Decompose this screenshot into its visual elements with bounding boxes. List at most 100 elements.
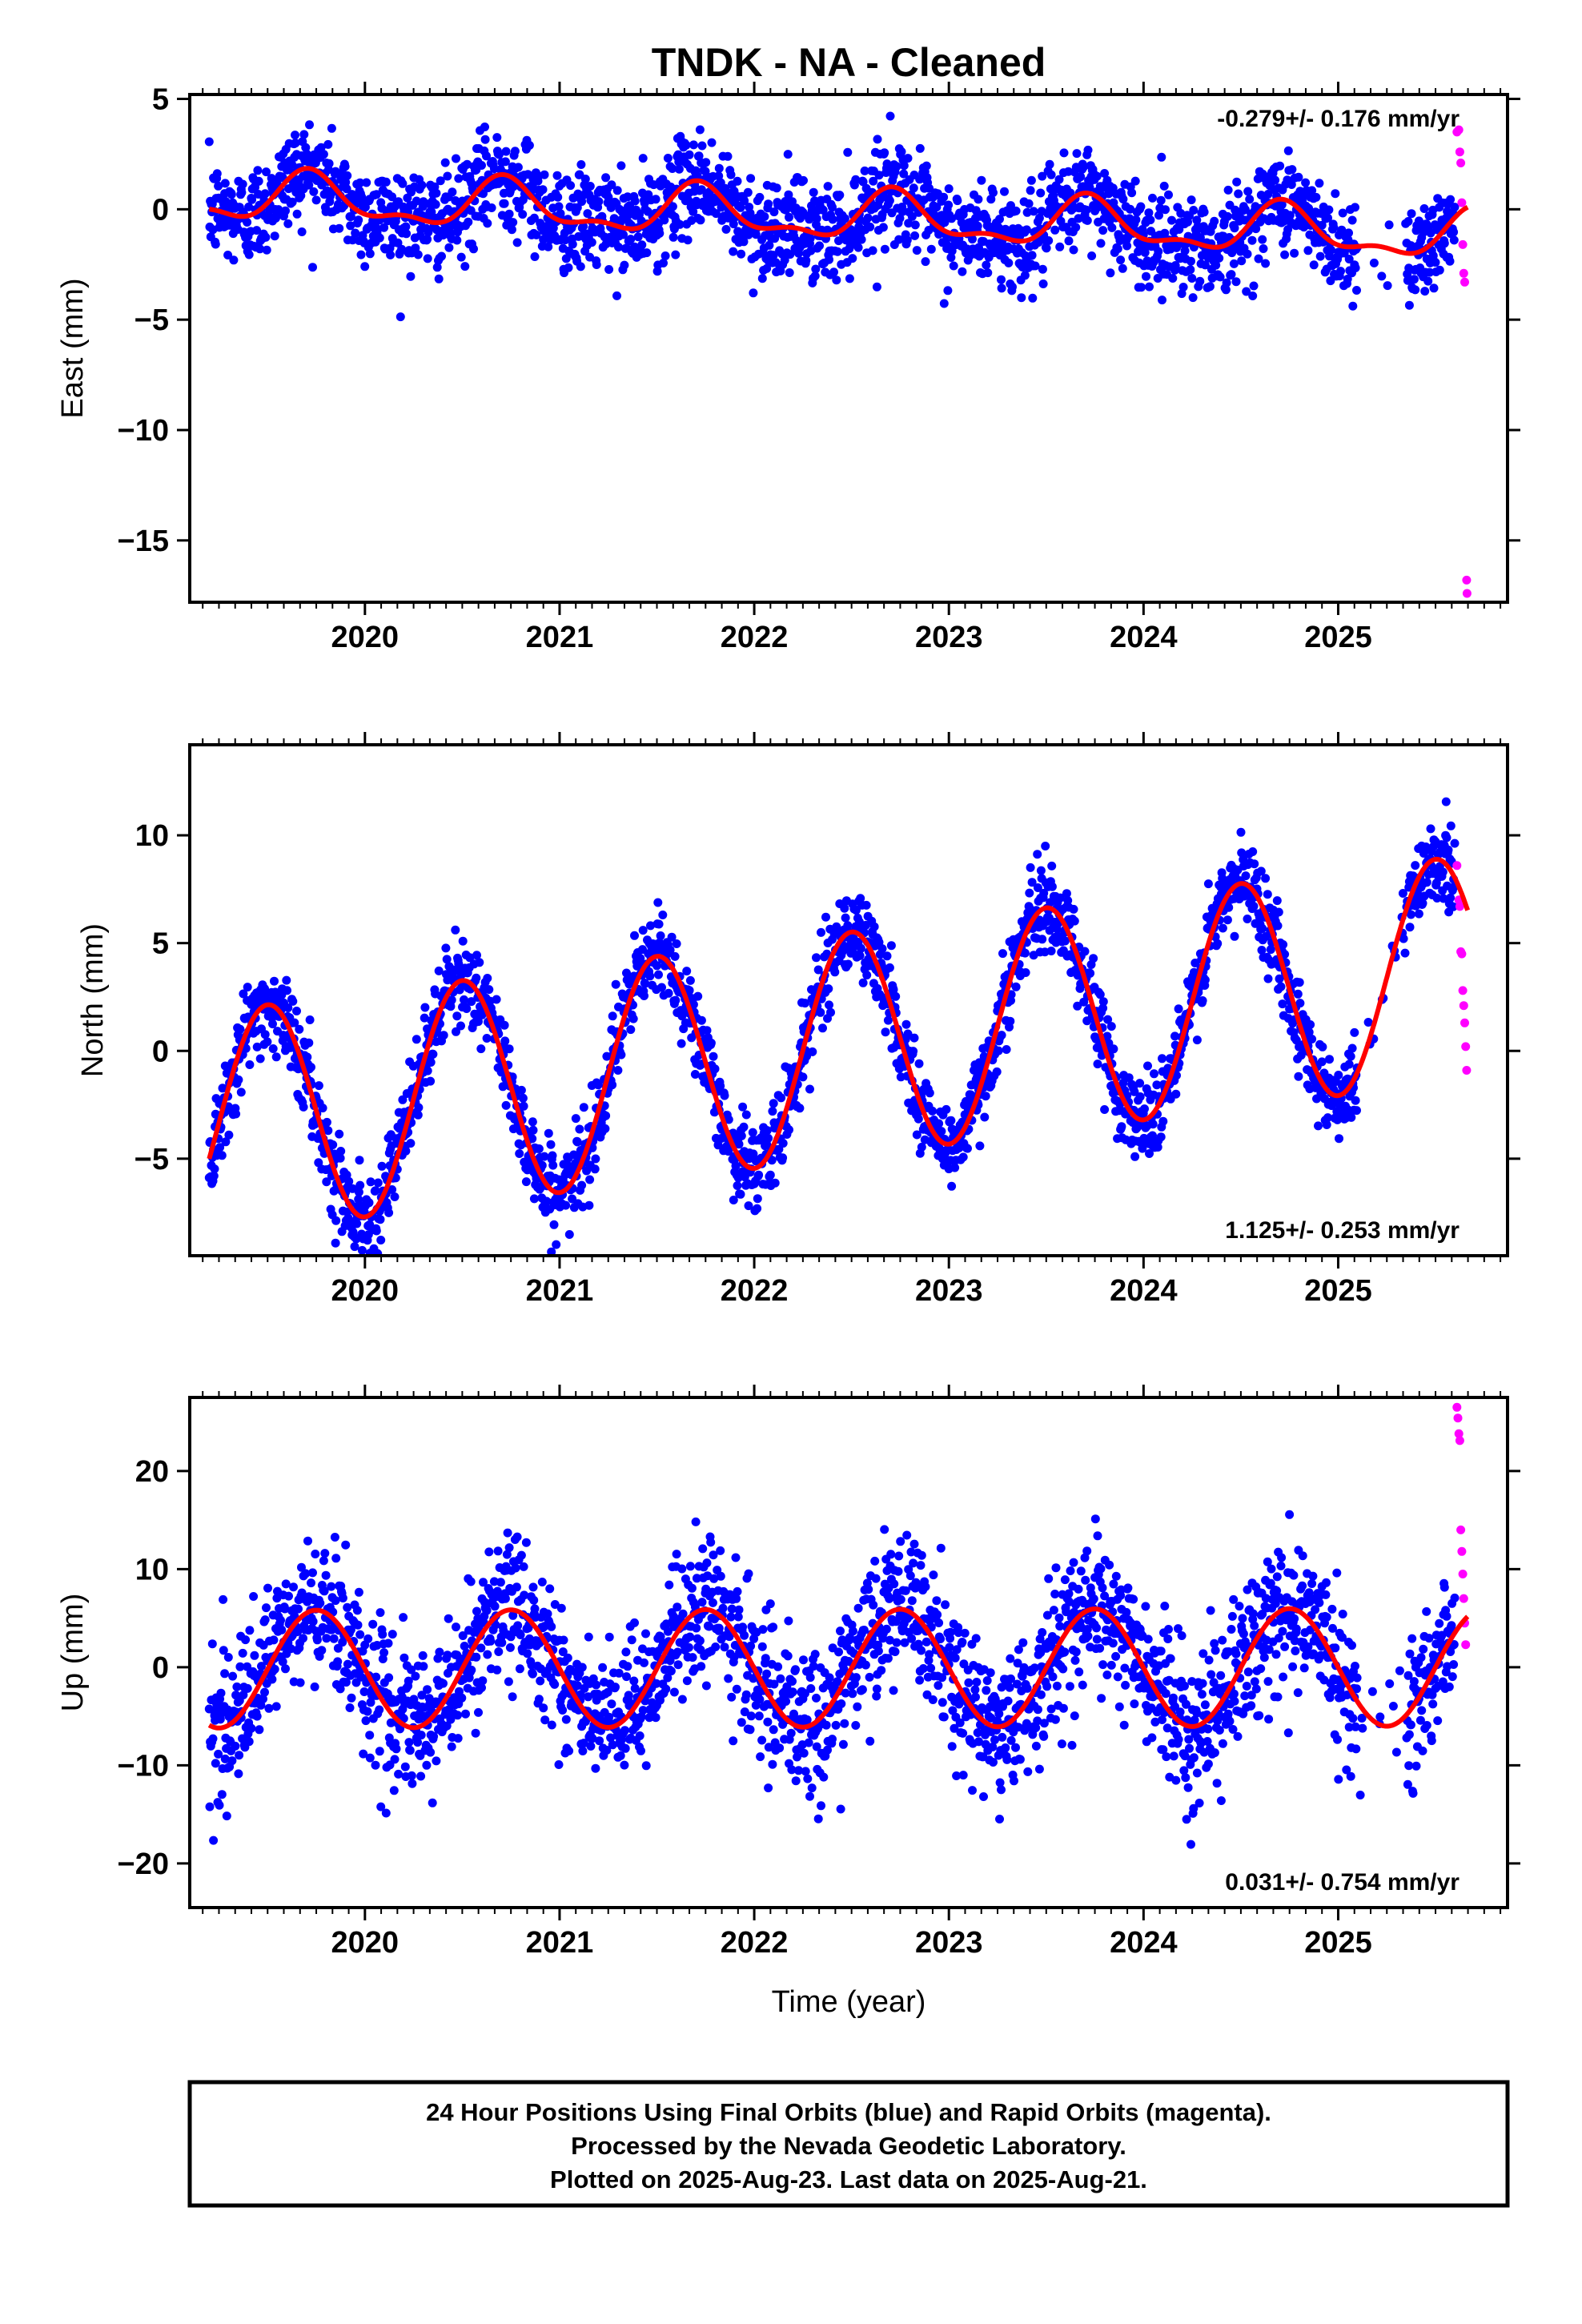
east-final-point xyxy=(496,177,505,187)
east-final-point xyxy=(456,252,466,262)
east-final-point xyxy=(544,242,553,251)
north-final-point xyxy=(1414,909,1423,919)
north-final-point xyxy=(1130,1152,1140,1161)
north-rapid-point xyxy=(1459,1001,1468,1011)
east-final-point xyxy=(637,240,647,250)
east-final-point xyxy=(1076,172,1086,182)
north-final-point xyxy=(998,949,1007,959)
east-final-point xyxy=(939,192,949,202)
north-rapid-point xyxy=(1461,1042,1471,1051)
north-final-point xyxy=(764,1133,773,1143)
east-final-point xyxy=(674,164,684,174)
north-final-point xyxy=(1021,968,1030,977)
east-final-point xyxy=(812,214,821,223)
east-final-point xyxy=(572,203,582,212)
north-final-point xyxy=(636,954,645,963)
east-final-point xyxy=(689,140,698,150)
north-final-point xyxy=(462,1004,472,1013)
north-x-tick-label: 2024 xyxy=(1110,1274,1178,1308)
east-final-point xyxy=(1303,246,1313,255)
east-final-point xyxy=(360,262,370,271)
east-final-point xyxy=(1161,205,1170,215)
east-final-point xyxy=(858,177,868,187)
east-y-tick-label: −10 xyxy=(118,414,169,448)
east-rate-label: -0.279+/- 0.176 mm/yr xyxy=(1217,106,1460,132)
north-final-point xyxy=(909,1033,919,1043)
north-final-point xyxy=(851,906,861,915)
east-final-point xyxy=(494,150,504,159)
east-final-point xyxy=(508,218,518,227)
east-final-point xyxy=(274,205,283,215)
north-final-point xyxy=(568,1194,577,1204)
east-final-point xyxy=(1287,180,1296,189)
east-final-point xyxy=(1351,263,1360,272)
north-final-point xyxy=(357,1245,367,1255)
east-final-point xyxy=(1263,190,1273,199)
north-final-point xyxy=(1422,878,1431,887)
east-final-point xyxy=(1096,239,1106,248)
east-final-point xyxy=(1338,208,1347,218)
north-final-point xyxy=(822,949,832,959)
north-final-point xyxy=(744,1201,753,1211)
east-final-point xyxy=(1234,189,1243,199)
north-final-point xyxy=(1304,1027,1314,1037)
east-final-point xyxy=(327,123,336,133)
east-final-point xyxy=(1126,204,1135,214)
north-final-point xyxy=(528,1134,537,1144)
north-final-point xyxy=(1174,1004,1183,1014)
east-final-point xyxy=(689,207,698,216)
north-rapid-point xyxy=(1452,861,1462,870)
east-final-point xyxy=(899,169,909,179)
north-final-point xyxy=(236,1088,246,1097)
east-final-point xyxy=(1248,292,1258,300)
east-final-point xyxy=(897,207,907,216)
east-final-point xyxy=(291,139,300,148)
east-final-point xyxy=(910,231,920,240)
east-final-point xyxy=(1160,228,1170,238)
east-final-point xyxy=(1249,281,1259,291)
east-final-point xyxy=(309,187,319,196)
east-final-point xyxy=(785,250,795,259)
east-final-point xyxy=(1189,206,1199,215)
north-final-point xyxy=(992,1067,1002,1076)
east-final-point xyxy=(669,232,678,242)
east-final-point xyxy=(444,243,454,252)
north-final-point xyxy=(288,996,298,1006)
east-final-point xyxy=(244,250,254,259)
east-final-point xyxy=(1130,176,1140,186)
north-final-point xyxy=(830,967,840,977)
east-final-point xyxy=(1258,235,1267,244)
north-final-point xyxy=(601,1111,611,1120)
east-final-point xyxy=(1290,248,1299,258)
north-final-point xyxy=(843,959,853,969)
east-final-point xyxy=(1317,220,1327,230)
north-final-point xyxy=(656,931,665,940)
east-rapid-point xyxy=(1462,575,1472,585)
north-final-point xyxy=(492,995,501,1004)
north-final-point xyxy=(303,1052,312,1062)
east-final-point xyxy=(739,237,749,247)
up-final-point xyxy=(223,1653,233,1662)
north-final-point xyxy=(975,1141,985,1151)
north-final-point xyxy=(889,985,898,995)
up-final-point xyxy=(220,1754,230,1763)
north-final-point xyxy=(840,903,849,913)
east-final-point xyxy=(554,202,564,211)
north-final-point xyxy=(1272,896,1282,906)
north-final-point xyxy=(476,1044,486,1054)
east-final-point xyxy=(1030,261,1040,271)
north-final-point xyxy=(689,999,698,1009)
east-final-point xyxy=(483,219,492,228)
east-final-point xyxy=(895,214,905,223)
north-final-point xyxy=(1411,861,1420,870)
north-final-point xyxy=(1441,797,1451,806)
east-final-point xyxy=(642,248,652,258)
east-final-point xyxy=(601,173,611,183)
east-final-point xyxy=(261,232,271,242)
north-final-point xyxy=(816,1007,825,1017)
east-final-point xyxy=(785,268,794,277)
east-final-point xyxy=(1449,235,1459,245)
east-final-point xyxy=(869,176,878,186)
north-final-point xyxy=(217,1151,227,1160)
